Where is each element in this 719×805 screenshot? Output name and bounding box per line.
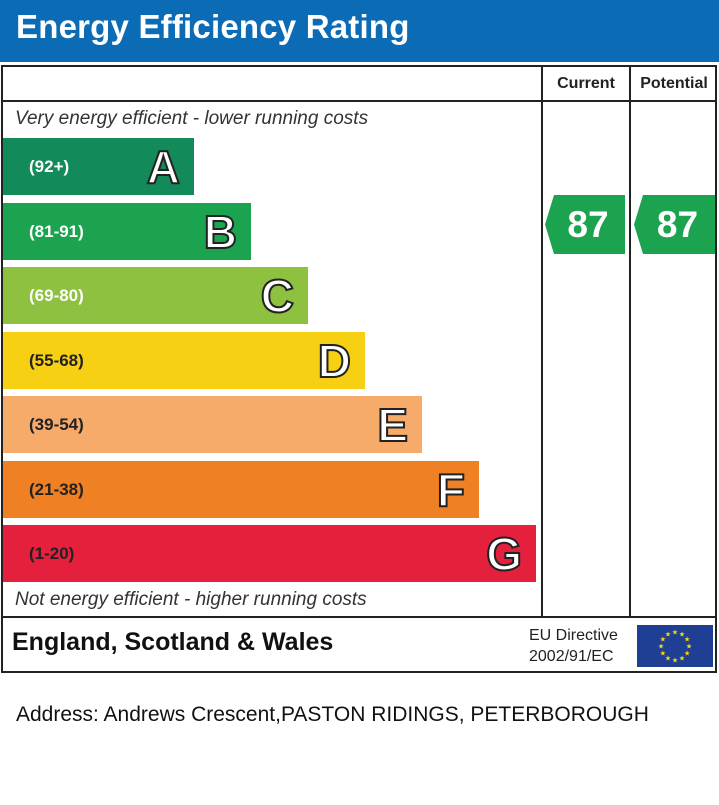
- eu-star-icon: ★: [672, 629, 678, 637]
- current-rating: 87: [545, 195, 625, 254]
- address-text: Address: Andrews Crescent,PASTON RIDINGS…: [16, 703, 649, 726]
- band-b: (81-91) B: [3, 203, 251, 260]
- band-range-label: (39-54): [29, 414, 84, 434]
- potential-rating: 87: [634, 195, 715, 254]
- band-f: (21-38) F: [3, 461, 479, 518]
- region-label: England, Scotland & Wales: [12, 628, 334, 656]
- band-range-label: (81-91): [29, 221, 84, 241]
- band-range-label: (55-68): [29, 350, 84, 370]
- band-range-label: (69-80): [29, 285, 84, 305]
- footer-divider: [1, 616, 717, 618]
- eu-flag-stars: ★ ★★★★★★★★★★★: [658, 629, 692, 665]
- band-d: (55-68) D: [3, 332, 365, 389]
- eu-star-icon: ★: [660, 636, 666, 644]
- current-rating-arrow: [545, 195, 625, 254]
- band-letter: D: [317, 334, 352, 387]
- eu-star-icon: ★: [684, 650, 690, 658]
- band-letter: B: [203, 205, 238, 258]
- eu-star-icon: ★: [665, 655, 671, 663]
- page-title: Energy Efficiency Rating: [16, 8, 410, 45]
- band-a: (92+) A: [3, 138, 194, 195]
- band-range-label: (21-38): [29, 479, 84, 499]
- band-g: (1-20) G: [3, 525, 536, 582]
- band-letter: F: [436, 463, 466, 516]
- eu-star-icon: ★: [679, 630, 685, 638]
- rating-table-frame: [1, 65, 717, 673]
- band-letter: A: [146, 140, 181, 193]
- eu-star-icon: ★: [660, 650, 666, 658]
- band-letter: E: [376, 398, 409, 451]
- band-letter: C: [260, 269, 295, 322]
- eu-flag-icon: ★ ★ ★ ★ ★ ★ ★ ★ ★ ★ ★ ★: [637, 625, 713, 667]
- band-range-label: (92+): [29, 156, 70, 176]
- header-bar: Energy Efficiency Rating: [0, 0, 719, 62]
- bottom-note: Not energy efficient - higher running co…: [15, 589, 367, 610]
- eu-star-icon: ★: [672, 657, 678, 665]
- band-letter: G: [485, 527, 523, 580]
- band-e: (39-54) E: [3, 396, 422, 453]
- potential-rating-value: 87: [656, 204, 699, 245]
- eu-directive-label: EU Directive: [529, 627, 618, 644]
- top-note: Very energy efficient - lower running co…: [15, 108, 369, 129]
- current-rating-value: 87: [567, 204, 609, 245]
- current-column-divider: [541, 65, 543, 617]
- potential-rating-arrow: [634, 195, 715, 254]
- eu-star-icon: ★: [684, 636, 690, 644]
- current-column-header: Current: [557, 75, 615, 92]
- eu-star-icon: ★: [686, 643, 692, 651]
- eu-star-icon: ★: [679, 655, 685, 663]
- eu-star-icon: ★: [658, 643, 664, 651]
- potential-column-header: Potential: [640, 75, 708, 92]
- band-c: (69-80) C: [3, 267, 308, 324]
- eu-star-icon: ★: [665, 630, 671, 638]
- band-range-label: (1-20): [29, 543, 75, 563]
- potential-column-divider: [629, 65, 631, 617]
- header-divider: [1, 100, 717, 102]
- eu-directive-number: 2002/91/EC: [529, 648, 614, 665]
